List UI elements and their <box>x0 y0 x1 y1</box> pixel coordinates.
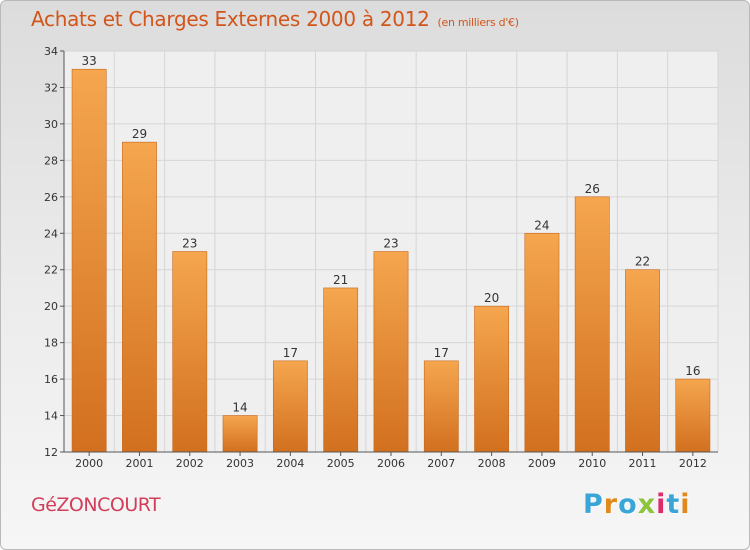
x-tick-label: 2001 <box>125 457 153 470</box>
bar-2004 <box>272 360 308 453</box>
data-label: 14 <box>232 401 247 415</box>
data-label: 24 <box>534 218 549 232</box>
y-tick-label: 22 <box>44 264 58 277</box>
data-label: 33 <box>82 54 97 68</box>
bar-2008 <box>474 305 510 453</box>
bar-2011 <box>625 269 660 453</box>
proxiti-logo[interactable]: Proxiti <box>583 489 691 520</box>
data-label: 26 <box>585 182 600 196</box>
y-tick-label: 20 <box>44 300 58 313</box>
data-label: 29 <box>132 127 147 141</box>
chart-unit-label: (en milliers d'€) <box>437 16 519 29</box>
axes: 12 14 16 18 20 22 24 26 28 30 32 34 2000 2001 2002 2003… <box>44 45 718 470</box>
x-tick-label: 2004 <box>276 457 304 470</box>
x-tick-label: 2012 <box>679 457 707 470</box>
data-label: 16 <box>685 364 700 378</box>
y-tick-label: 18 <box>44 337 58 350</box>
y-tick-label: 30 <box>44 118 58 131</box>
bar-2006 <box>373 251 409 453</box>
y-tick-label: 16 <box>44 373 58 386</box>
bar-2009 <box>524 232 560 453</box>
chart-title: Achats et Charges Externes 2000 à 2012 (e… <box>31 7 519 31</box>
bars: 33 29 23 14 17 21 23 17 20 24 26 22 16 <box>71 54 711 453</box>
logo-letter: i <box>680 489 691 520</box>
x-tick-label: 2006 <box>377 457 405 470</box>
y-tick-label: 34 <box>44 45 58 58</box>
data-label: 23 <box>383 237 398 251</box>
bar-2002 <box>172 251 208 453</box>
y-tick-label: 24 <box>44 227 58 240</box>
data-label: 17 <box>283 346 298 360</box>
y-tick-label: 28 <box>44 154 58 167</box>
logo-letter: i <box>656 489 667 520</box>
data-label: 21 <box>333 273 348 287</box>
bar-2007 <box>423 360 459 453</box>
x-tick-label: 2011 <box>629 457 657 470</box>
x-tick-label: 2008 <box>478 457 506 470</box>
logo-letter: r <box>603 489 619 520</box>
x-tick-label: 2010 <box>578 457 606 470</box>
bar-2010 <box>574 196 610 453</box>
logo-letter: t <box>666 489 681 520</box>
data-label: 22 <box>635 255 650 269</box>
y-tick-label: 26 <box>44 191 58 204</box>
logo-letter: x <box>637 489 657 520</box>
x-tick-label: 2007 <box>427 457 455 470</box>
x-tick-label: 2005 <box>327 457 355 470</box>
commune-name: GéZONCOURT <box>31 494 161 516</box>
bar-2003 <box>222 415 258 453</box>
bar-2000 <box>71 68 107 453</box>
chart-title-text: Achats et Charges Externes 2000 à 2012 <box>31 7 430 31</box>
bar-2001 <box>122 141 157 453</box>
y-tick-label: 32 <box>44 81 58 94</box>
data-label: 17 <box>434 346 449 360</box>
x-tick-label: 2003 <box>226 457 254 470</box>
x-tick-label: 2002 <box>176 457 204 470</box>
data-label: 20 <box>484 291 499 305</box>
logo-letter: P <box>583 489 604 520</box>
x-tick-label: 2009 <box>528 457 556 470</box>
x-tick-label: 2000 <box>75 457 103 470</box>
y-tick-label: 12 <box>44 446 58 459</box>
data-label: 23 <box>182 237 197 251</box>
y-tick-label: 14 <box>44 410 58 423</box>
bar-2005 <box>323 287 359 453</box>
logo-letter: o <box>618 489 638 520</box>
bar-2012 <box>675 378 711 453</box>
